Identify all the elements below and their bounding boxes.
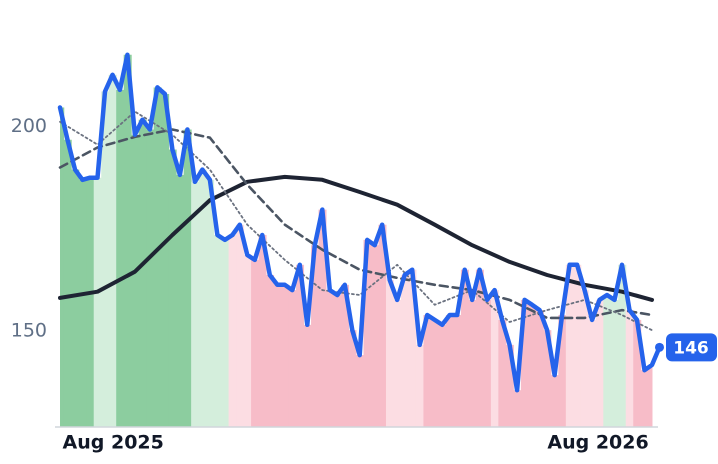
area-bar: [573, 264, 582, 427]
area-bar: [71, 169, 80, 427]
moving-average-line: [58, 174, 654, 302]
area-bar: [460, 269, 469, 427]
area-bar: [408, 269, 417, 427]
area-bar: [603, 295, 612, 427]
area-bar: [528, 304, 537, 427]
area-bar: [191, 181, 200, 427]
last-value-label: 146: [673, 338, 709, 358]
area-bar: [273, 284, 282, 427]
area-bar: [475, 269, 484, 427]
area-bar: [648, 364, 653, 427]
area-bar: [123, 54, 132, 428]
area-bar: [60, 107, 65, 427]
area-bar: [393, 299, 402, 427]
area-bar: [618, 264, 627, 427]
area-bar: [266, 274, 275, 427]
area-bar: [213, 234, 222, 427]
area-bar: [505, 344, 514, 427]
area-bar: [198, 169, 207, 427]
y-tick-label: 200: [11, 115, 47, 137]
area-bar: [558, 315, 567, 427]
area-bar: [513, 390, 522, 427]
area-bar: [236, 224, 245, 427]
area-bar: [423, 315, 432, 427]
area-bar: [378, 224, 387, 427]
area-bar: [101, 91, 110, 428]
area-bar: [221, 239, 230, 427]
area-bar: [550, 375, 559, 427]
area-bar: [363, 239, 372, 427]
area-bar: [243, 254, 252, 427]
area-bar: [633, 319, 642, 427]
area-bar: [445, 315, 454, 427]
area-bar: [333, 295, 342, 427]
area-bar: [281, 284, 290, 427]
line-layer: [57, 52, 662, 393]
area-bar: [303, 324, 312, 427]
area-bar: [341, 284, 350, 427]
band-layer: [60, 54, 653, 428]
area-bar: [535, 310, 544, 427]
area-bar: [78, 179, 87, 427]
area-bar: [296, 264, 305, 427]
area-bar: [468, 299, 477, 427]
area-bar: [168, 149, 177, 427]
price-line: [57, 52, 662, 393]
area-bar: [318, 209, 327, 427]
area-bar: [415, 344, 424, 427]
area-bar: [183, 129, 192, 427]
area-bar: [108, 74, 117, 428]
area-bar: [595, 299, 604, 427]
area-bar: [356, 355, 364, 427]
area-bar: [348, 330, 357, 427]
area-bar: [326, 290, 335, 427]
area-bar: [565, 264, 574, 427]
area-bar: [385, 279, 394, 427]
x-tick-label: Aug 2026: [547, 432, 648, 454]
area-bar: [116, 89, 125, 427]
area-bar: [438, 324, 447, 427]
area-bar: [430, 319, 439, 427]
last-point: [654, 342, 664, 352]
area-bar: [63, 139, 72, 427]
area-bar: [453, 315, 462, 427]
y-tick-label: 150: [11, 319, 47, 341]
area-bar: [400, 274, 409, 427]
area-bar: [161, 93, 170, 427]
area-bar: [86, 177, 95, 427]
area-bar: [228, 234, 237, 427]
area-bar: [93, 177, 102, 427]
area-bar: [580, 290, 589, 427]
area-bar: [288, 290, 297, 427]
area-bar: [498, 319, 507, 427]
area-bar: [206, 179, 215, 427]
area-bar: [490, 290, 499, 427]
area-bar: [543, 330, 552, 427]
x-tick-label: Aug 2025: [63, 432, 164, 454]
area-bar: [640, 370, 649, 427]
moving-average-line: [59, 110, 653, 332]
area-bar: [311, 245, 320, 427]
area-bar: [146, 129, 155, 427]
area-bar: [520, 299, 529, 427]
area-bar: [625, 310, 634, 427]
area-bar: [258, 234, 267, 427]
last-value-badge: [666, 333, 717, 362]
area-bar: [131, 134, 140, 427]
area-bar: [610, 299, 619, 427]
area-bar: [153, 87, 162, 428]
area-bar: [370, 245, 379, 427]
area-bar: [251, 259, 260, 427]
area-bar: [483, 299, 492, 427]
area-bar: [138, 119, 147, 427]
area-bar: [176, 174, 185, 427]
area-bar: [588, 319, 597, 427]
